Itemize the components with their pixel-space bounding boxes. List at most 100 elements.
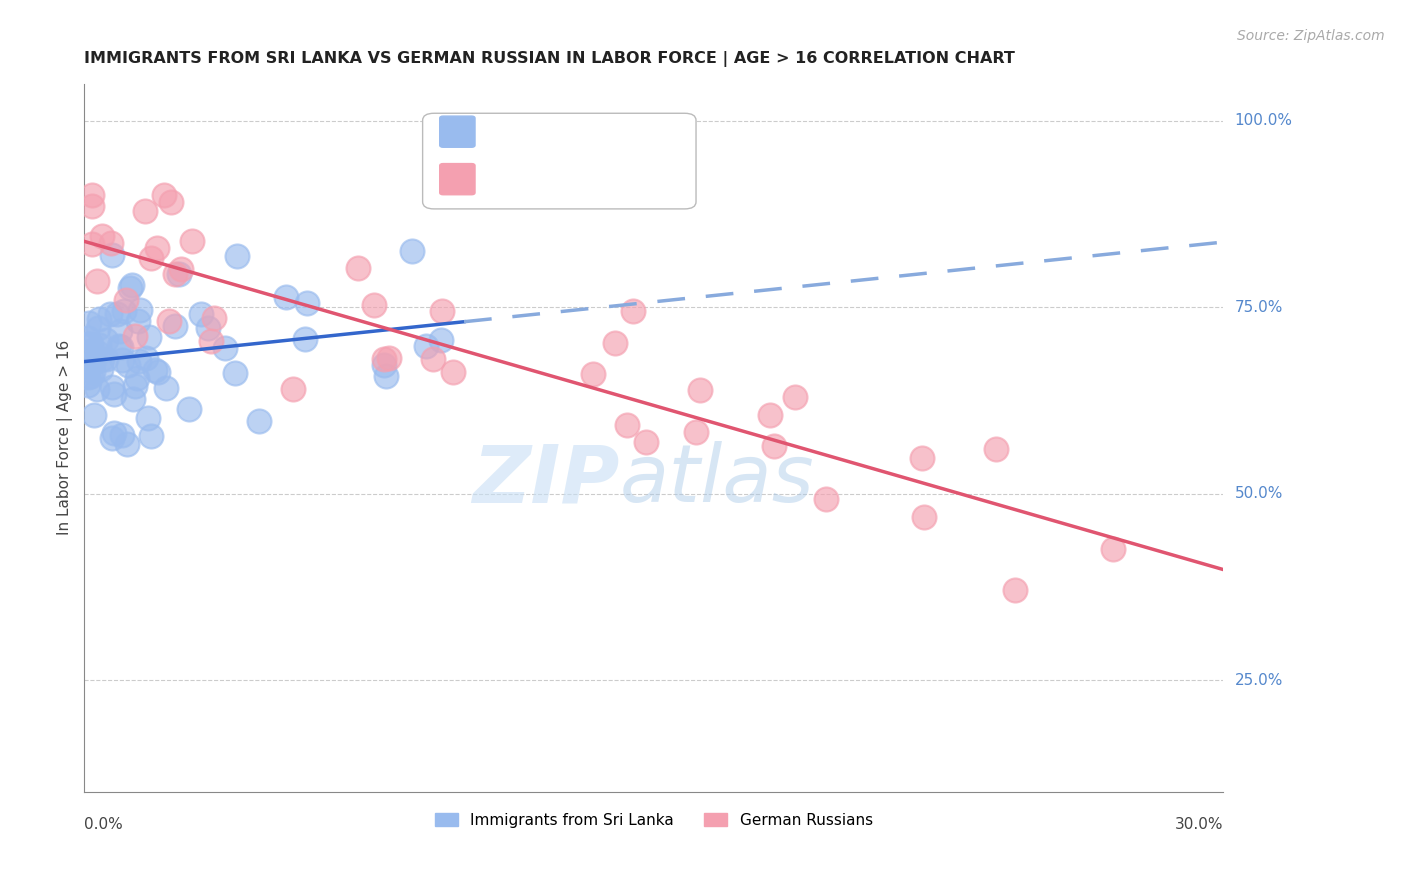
Point: [346, 260, 368, 275]
Point: [80, 236, 103, 251]
Point: [100, 307, 122, 321]
Point: [100, 248, 122, 262]
Point: [197, 320, 219, 334]
Point: [1004, 583, 1026, 598]
Point: [163, 268, 186, 282]
Point: [689, 384, 711, 398]
Text: ZIP: ZIP: [472, 442, 620, 519]
Point: [141, 429, 163, 443]
Point: [169, 261, 191, 276]
Point: [110, 340, 132, 354]
Point: [124, 328, 146, 343]
Text: 30.0%: 30.0%: [1175, 817, 1223, 832]
Text: IMMIGRANTS FROM SRI LANKA VS GERMAN RUSSIAN IN LABOR FORCE | AGE > 16 CORRELATIO: IMMIGRANTS FROM SRI LANKA VS GERMAN RUSS…: [84, 51, 1015, 67]
Point: [80, 188, 103, 202]
Point: [77, 337, 100, 351]
Text: R = -0.575: R = -0.575: [479, 170, 576, 188]
Legend: Immigrants from Sri Lanka, German Russians: Immigrants from Sri Lanka, German Russia…: [429, 806, 879, 834]
Y-axis label: In Labor Force | Age > 16: In Labor Force | Age > 16: [58, 340, 73, 535]
Point: [91, 352, 114, 367]
Point: [100, 431, 122, 445]
Point: [115, 293, 138, 307]
Text: 75.0%: 75.0%: [1234, 300, 1282, 315]
FancyBboxPatch shape: [423, 113, 696, 209]
Point: [86, 274, 108, 288]
Point: [294, 332, 316, 346]
Point: [758, 409, 780, 423]
Point: [415, 339, 437, 353]
Point: [283, 382, 305, 396]
Point: [91, 228, 114, 243]
Point: [401, 244, 423, 258]
Point: [167, 267, 190, 281]
Point: [110, 324, 132, 338]
Point: [145, 241, 167, 255]
Point: [77, 316, 100, 330]
Point: [247, 413, 270, 427]
Point: [103, 387, 125, 401]
Point: [134, 203, 156, 218]
Text: 100.0%: 100.0%: [1234, 113, 1292, 128]
Point: [374, 368, 396, 383]
Point: [214, 341, 236, 355]
Point: [111, 352, 134, 367]
Text: 25.0%: 25.0%: [1234, 673, 1282, 688]
Point: [80, 199, 103, 213]
Point: [117, 358, 139, 372]
Point: [441, 365, 464, 379]
Point: [430, 333, 453, 347]
Point: [146, 365, 169, 379]
Point: [129, 302, 152, 317]
Point: [190, 308, 212, 322]
Point: [1102, 542, 1125, 557]
Point: [202, 311, 225, 326]
Text: atlas: atlas: [620, 442, 814, 519]
Point: [378, 351, 401, 365]
Point: [96, 351, 118, 366]
Point: [911, 450, 934, 465]
Point: [636, 434, 658, 449]
Point: [89, 337, 111, 351]
Point: [108, 339, 131, 353]
Point: [141, 251, 163, 265]
Point: [160, 195, 183, 210]
Point: [111, 427, 134, 442]
Point: [124, 379, 146, 393]
Point: [121, 277, 143, 292]
Point: [125, 370, 148, 384]
Point: [616, 418, 638, 433]
Point: [77, 331, 100, 345]
Point: [87, 312, 110, 326]
Point: [143, 363, 166, 377]
Point: [80, 369, 103, 384]
Point: [363, 298, 385, 312]
Point: [77, 378, 100, 392]
Point: [152, 188, 174, 202]
Point: [101, 380, 124, 394]
Point: [200, 334, 222, 349]
Point: [138, 329, 160, 343]
Point: [422, 352, 444, 367]
Point: [82, 365, 104, 379]
Point: [373, 351, 395, 366]
Point: [128, 354, 150, 368]
Point: [105, 307, 128, 321]
Text: N = 43: N = 43: [585, 170, 648, 188]
Point: [603, 336, 626, 351]
FancyBboxPatch shape: [440, 116, 475, 147]
FancyBboxPatch shape: [440, 163, 475, 194]
Point: [785, 391, 807, 405]
Point: [136, 410, 159, 425]
Point: [226, 249, 249, 263]
Point: [79, 359, 101, 373]
Point: [90, 361, 112, 376]
Point: [155, 381, 177, 395]
Text: N = 68: N = 68: [585, 123, 648, 141]
Point: [157, 314, 180, 328]
Point: [103, 425, 125, 440]
Point: [83, 408, 105, 422]
Point: [984, 442, 1007, 457]
Text: R =  0.037: R = 0.037: [479, 123, 576, 141]
Text: 50.0%: 50.0%: [1234, 486, 1282, 501]
Point: [685, 425, 707, 440]
